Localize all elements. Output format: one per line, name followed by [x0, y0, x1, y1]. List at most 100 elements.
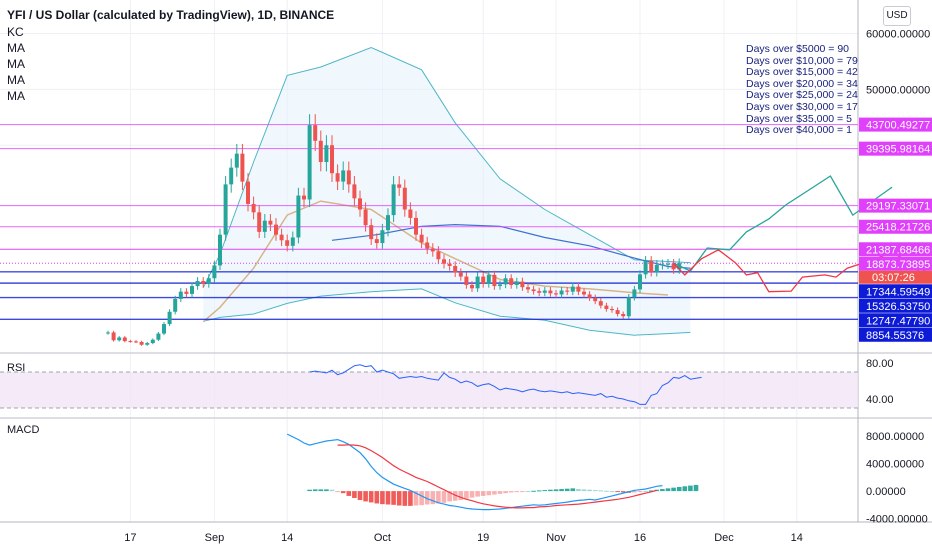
candle-body: [139, 341, 144, 345]
candle: [654, 260, 659, 277]
price-tag-background: [859, 117, 932, 132]
time-axis-label: Oct: [374, 532, 391, 544]
indicator-label-kc[interactable]: KC: [7, 25, 24, 39]
candle: [554, 289, 558, 298]
macd-histogram-bar: [553, 489, 559, 492]
macd-histogram-bar: [520, 491, 525, 493]
candle-body: [106, 332, 110, 334]
macd-histogram-bar: [648, 490, 654, 492]
candle: [386, 208, 390, 237]
macd-histogram-bar: [352, 491, 357, 498]
candle: [330, 135, 334, 183]
candle: [626, 294, 631, 319]
candle: [134, 340, 138, 344]
candle-body: [520, 281, 525, 288]
keltner-channel-fill: [203, 47, 691, 336]
candle-body: [246, 181, 250, 204]
macd-histogram-bar: [452, 491, 458, 501]
macd-histogram-bar: [419, 491, 424, 506]
indicator-label-ma-2[interactable]: MA: [7, 57, 25, 71]
candle-body: [626, 297, 631, 317]
candle-body: [240, 153, 245, 182]
indicator-label-ma-4[interactable]: MA: [7, 89, 25, 103]
candle: [117, 336, 122, 342]
macd-histogram-bar: [693, 484, 699, 492]
candle: [128, 339, 133, 343]
macd-tick-label: 8000.00000: [866, 431, 924, 443]
candle: [307, 114, 312, 208]
candle-body: [542, 290, 547, 293]
candle-body: [111, 332, 116, 341]
candle: [212, 260, 217, 283]
keltner-lower-band: [203, 288, 691, 336]
candle: [363, 202, 368, 232]
candle-body: [262, 220, 267, 232]
candle: [106, 330, 110, 335]
candle-body: [369, 225, 374, 240]
currency-button[interactable]: USD: [883, 6, 911, 26]
macd-histogram-bar: [312, 489, 318, 492]
candle-body: [285, 240, 290, 246]
candle-body: [363, 209, 368, 226]
price-tag-background: [859, 141, 932, 156]
candle: [408, 202, 413, 225]
macd-histogram-bar: [559, 489, 564, 492]
candle-body: [604, 305, 609, 309]
annotation-line: Days over $40,000 = 1: [746, 124, 852, 137]
candle: [643, 256, 648, 279]
candle-body: [117, 337, 122, 341]
candle-body: [470, 284, 474, 289]
candle: [610, 306, 614, 313]
indicator-label-ma-1[interactable]: MA: [7, 41, 25, 55]
candle-body: [531, 289, 536, 292]
price-tag-background: [859, 198, 932, 213]
candle-body: [274, 224, 278, 235]
candle-body: [442, 259, 446, 264]
macd-histogram-bar: [396, 491, 402, 506]
macd-histogram-bar: [581, 489, 587, 492]
candle: [358, 190, 362, 217]
macd-histogram-bar: [615, 491, 620, 493]
macd-histogram-bar: [357, 491, 363, 501]
candle: [453, 261, 458, 277]
annotation-line: Days over $25,000 = 24: [746, 89, 858, 102]
candle: [369, 218, 374, 245]
annotation-line: Days over $35,000 = 5: [746, 112, 852, 125]
candle-body: [173, 298, 178, 312]
candle: [666, 258, 670, 269]
countdown-tag-background: [859, 270, 932, 284]
macd-tick-label: -4000.00000: [866, 514, 928, 526]
macd-histogram-bar: [436, 491, 441, 504]
candle: [229, 158, 234, 193]
candle: [111, 330, 116, 342]
projection-path-bullish: [673, 175, 893, 272]
level-price-tag: 15326.53750: [859, 298, 932, 313]
macd-histogram-bar: [604, 490, 609, 492]
candle: [537, 287, 542, 297]
candle: [509, 274, 514, 289]
candle-body: [425, 242, 430, 249]
indicator-label-ma-3[interactable]: MA: [7, 73, 25, 87]
candle: [402, 179, 407, 217]
macd-pane-label: MACD: [7, 424, 40, 436]
price-tag-label: 25418.21726: [866, 222, 930, 234]
macd-histogram-bar: [402, 491, 408, 506]
macd-histogram-bar: [368, 491, 374, 503]
candle: [324, 135, 329, 172]
candle: [414, 211, 418, 241]
candle-body: [206, 278, 211, 284]
annotation-line: Days over $10,000 = 79: [746, 54, 858, 67]
macd-histogram-bar: [464, 491, 469, 499]
level-price-tag: 21387.68466: [859, 242, 932, 257]
candle-body: [666, 263, 670, 265]
candle-body: [414, 217, 418, 235]
candle-body: [313, 125, 318, 141]
macd-histogram-bar: [374, 491, 380, 504]
macd-histogram-bar: [430, 491, 436, 505]
candle: [352, 176, 357, 207]
macd-histogram-bar: [391, 491, 396, 505]
macd-tick-label: 0.00000: [866, 486, 906, 498]
candle: [296, 187, 301, 244]
candle-body: [268, 220, 273, 225]
